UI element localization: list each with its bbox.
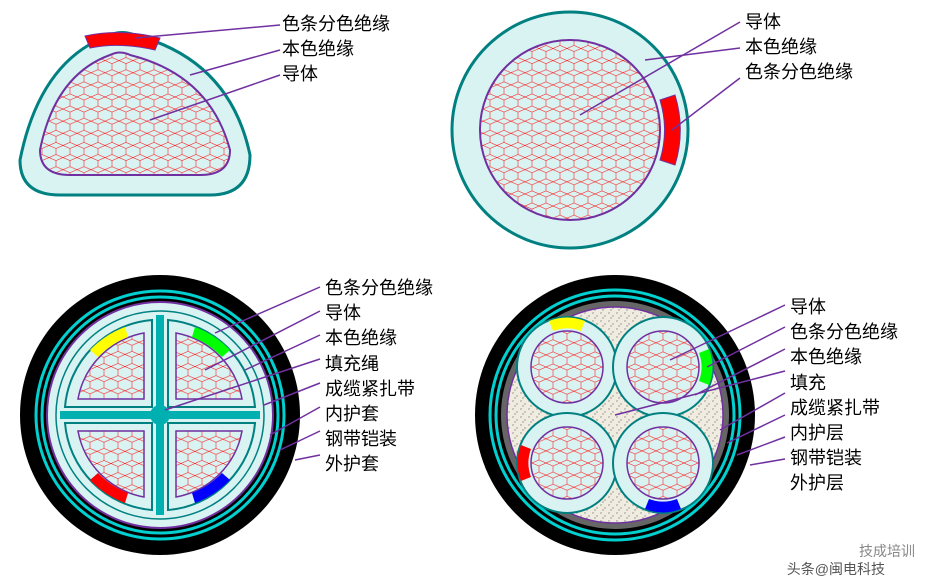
tr-label-2: 色条分色绝缘 <box>745 60 853 85</box>
diagram-bottom-right: 导体 色条分色绝缘 本色绝缘 填充 成缆紧扎带 内护层 钢带铠装 外护层 <box>460 260 945 580</box>
br-label-4: 成缆紧扎带 <box>790 396 898 421</box>
br-label-2: 本色绝缘 <box>790 345 898 370</box>
br-label-3: 填充 <box>790 371 898 396</box>
tl-label-2: 导体 <box>282 62 390 87</box>
tl-label-0: 色条分色绝缘 <box>282 12 390 37</box>
tr-label-1: 本色绝缘 <box>745 35 853 60</box>
br-label-7: 外护层 <box>790 471 898 496</box>
bl-label-0: 色条分色绝缘 <box>325 276 433 301</box>
tr-label-0: 导体 <box>745 10 853 35</box>
diagram-top-left: 色条分色绝缘 本色绝缘 导体 <box>0 0 420 260</box>
tl-label-1: 本色绝缘 <box>282 37 390 62</box>
attribution-text: 头条@闽电科技 <box>787 559 885 579</box>
bl-label-6: 钢带铠装 <box>325 427 433 452</box>
bl-label-1: 导体 <box>325 301 433 326</box>
br-label-5: 内护层 <box>790 421 898 446</box>
bl-label-2: 本色绝缘 <box>325 326 433 351</box>
diagram-top-right: 导体 本色绝缘 色条分色绝缘 <box>420 0 945 260</box>
bl-label-7: 外护套 <box>325 452 433 477</box>
br-label-1: 色条分色绝缘 <box>790 320 898 345</box>
bl-label-3: 填充绳 <box>325 352 433 377</box>
br-label-0: 导体 <box>790 295 898 320</box>
br-label-6: 钢带铠装 <box>790 446 898 471</box>
bl-label-4: 成缆紧扎带 <box>325 377 433 402</box>
diagram-bottom-left: 色条分色绝缘 导体 本色绝缘 填充绳 成缆紧扎带 内护套 钢带铠装 外护套 <box>0 260 480 580</box>
bl-label-5: 内护套 <box>325 402 433 427</box>
watermark-text: 技成培训 <box>859 541 915 561</box>
